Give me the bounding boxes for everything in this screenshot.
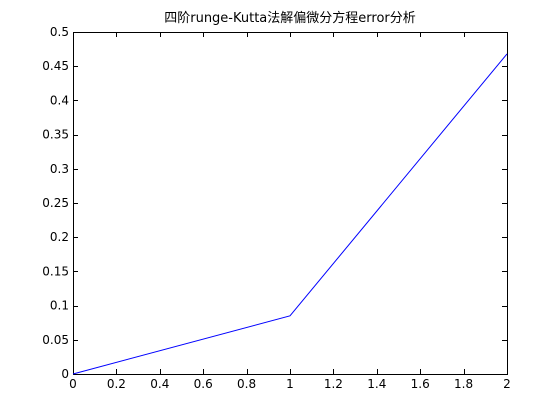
x-tick-label: 1.2 (324, 377, 343, 391)
x-tick-label: 1.8 (454, 377, 473, 391)
y-tick-label: 0.4 (50, 93, 69, 107)
series-layer (72, 53, 508, 375)
y-tick-label: 0.5 (50, 25, 69, 39)
y-tick-label: 0.15 (42, 264, 69, 278)
y-tick-label: 0.25 (42, 196, 69, 210)
y-tick-label: 0 (61, 367, 69, 381)
y-tick-label: 0.05 (42, 333, 69, 347)
x-tick-label: 1.4 (367, 377, 386, 391)
y-axis: 0 0.05 0.1 0.15 0.2 0.25 0.3 0.35 0.4 0.45 0.5 (42, 25, 507, 381)
y-tick-label: 0.35 (42, 128, 69, 142)
series-line (72, 53, 508, 375)
x-tick-label: 1 (286, 377, 294, 391)
x-tick-label: 0.6 (194, 377, 213, 391)
plot-area (73, 32, 508, 375)
x-tick-label: 0.2 (107, 377, 126, 391)
x-tick-label: 1.6 (411, 377, 430, 391)
y-tick-label: 0.1 (50, 299, 69, 313)
chart-title: 四阶runge-Kutta法解偏微分方程error分析 (164, 10, 416, 26)
x-tick-label: 2 (503, 377, 511, 391)
x-tick-label: 0 (69, 377, 77, 391)
x-tick-label: 0.8 (237, 377, 256, 391)
x-axis: 0 0.2 0.4 0.6 0.8 1 1.2 1.4 1.6 1.8 2 (69, 32, 511, 391)
y-tick-label: 0.45 (42, 59, 69, 73)
x-tick-label: 0.4 (150, 377, 169, 391)
y-tick-label: 0.3 (50, 162, 69, 176)
y-tick-label: 0.2 (50, 230, 69, 244)
